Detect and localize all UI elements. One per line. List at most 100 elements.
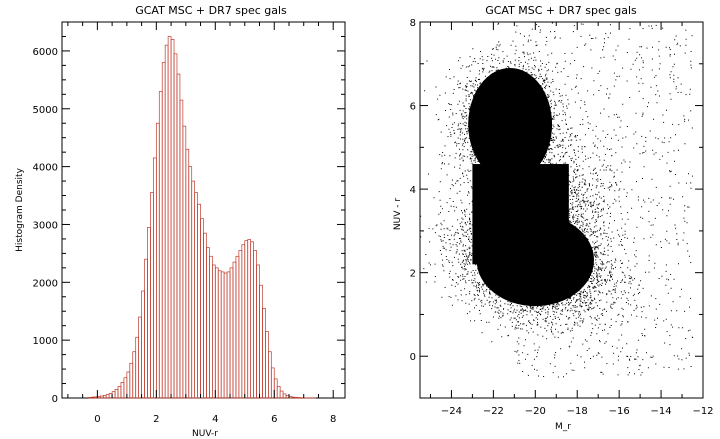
histogram-y-tick-label: 6000 bbox=[33, 47, 58, 58]
histogram-bar bbox=[262, 307, 266, 399]
histogram-bar bbox=[247, 239, 252, 399]
scatter-y-tick-label: 2 bbox=[410, 269, 416, 280]
scatter-y-tick-label: 6 bbox=[410, 102, 416, 113]
histogram-bar bbox=[161, 62, 166, 399]
histogram-bar bbox=[279, 390, 284, 399]
histogram-bar bbox=[241, 244, 246, 399]
histogram-y-ticks: 0 1000 2000 3000 4000 5000 6000 bbox=[33, 35, 345, 405]
histogram-bar bbox=[188, 166, 193, 399]
histogram-bar bbox=[155, 122, 160, 399]
histogram-bar bbox=[167, 36, 172, 399]
histogram-bar bbox=[214, 267, 219, 399]
histogram-bar bbox=[158, 91, 163, 399]
scatter-y-axis-label: NUV - r bbox=[393, 198, 403, 230]
scatter-plot-frame bbox=[419, 21, 704, 399]
histogram-bar bbox=[191, 180, 196, 399]
histogram-bar bbox=[129, 362, 134, 399]
histogram-bar bbox=[182, 125, 187, 399]
scatter-y-tick-label: 0 bbox=[410, 352, 416, 363]
histogram-bar bbox=[229, 267, 234, 399]
histogram-bar bbox=[147, 227, 151, 399]
histogram-bar bbox=[220, 271, 225, 399]
histogram-bar bbox=[259, 284, 263, 399]
scatter-green-valley-core bbox=[472, 164, 569, 265]
histogram-bar bbox=[217, 270, 222, 399]
scatter-points bbox=[420, 22, 694, 378]
histogram-bar bbox=[244, 240, 249, 399]
histogram-bar bbox=[141, 290, 145, 399]
histogram-bar bbox=[99, 395, 104, 399]
scatter-x-tick-label: −12 bbox=[692, 406, 713, 417]
histogram-bar bbox=[211, 264, 216, 399]
histogram-x-tick-label: 6 bbox=[271, 414, 277, 425]
histogram-x-tick-label: 8 bbox=[330, 414, 336, 425]
scatter-x-tick-label: −20 bbox=[525, 406, 546, 417]
histogram-y-tick-label: 5000 bbox=[33, 105, 58, 116]
histogram-bar bbox=[206, 247, 210, 399]
histogram-bar bbox=[232, 261, 237, 399]
scatter-title: GCAT MSC + DR7 spec gals bbox=[485, 4, 637, 17]
histogram-bar bbox=[209, 255, 213, 399]
scatter-sparse-points bbox=[420, 22, 694, 378]
histogram-bar bbox=[276, 386, 281, 399]
histogram-bar bbox=[153, 157, 157, 399]
scatter-x-tick-label: −14 bbox=[651, 406, 672, 417]
histogram-bar bbox=[164, 44, 169, 399]
histogram-bar bbox=[138, 316, 142, 399]
histogram-bars bbox=[88, 36, 316, 399]
scatter-x-tick-label: −22 bbox=[483, 406, 504, 417]
histogram-x-tick-label: 0 bbox=[94, 414, 100, 425]
histogram-bar bbox=[185, 148, 190, 399]
histogram-bar bbox=[173, 53, 178, 399]
histogram-x-tick-label: 2 bbox=[153, 414, 159, 425]
scatter-x-tick-label: −16 bbox=[609, 406, 630, 417]
histogram-bar bbox=[105, 394, 110, 399]
histogram-bar bbox=[268, 351, 272, 399]
histogram-bar bbox=[150, 192, 154, 399]
histogram-bar bbox=[120, 382, 125, 399]
histogram-bar bbox=[200, 218, 204, 399]
histogram-bar bbox=[282, 393, 287, 399]
scatter-x-axis-label: M_r bbox=[555, 422, 571, 432]
histogram-bar bbox=[223, 272, 228, 399]
histogram-y-tick-label: 4000 bbox=[33, 163, 58, 174]
histogram-y-tick-label: 3000 bbox=[33, 220, 58, 231]
scatter-y-tick-label: 4 bbox=[410, 185, 416, 196]
histogram-x-axis-label: NUV-r bbox=[192, 429, 218, 439]
histogram-bar bbox=[176, 73, 181, 399]
histogram-bar bbox=[250, 241, 254, 399]
histogram-panel: GCAT MSC + DR7 spec gals 0 2 4 6 8 0 1000 2000… bbox=[15, 4, 346, 439]
histogram-title: GCAT MSC + DR7 spec gals bbox=[135, 4, 287, 17]
histogram-bar bbox=[253, 250, 257, 399]
scatter-x-ticks: −24 −22 −20 −18 −16 −14 −12 bbox=[429, 22, 714, 417]
histogram-x-tick-label: 4 bbox=[212, 414, 218, 425]
histogram-bar bbox=[88, 397, 92, 399]
histogram-x-ticks: 0 2 4 6 8 bbox=[67, 22, 336, 425]
histogram-bar bbox=[144, 258, 148, 399]
scatter-y-ticks: 0 2 4 6 8 bbox=[410, 18, 703, 399]
histogram-bar bbox=[197, 203, 201, 399]
histogram-bar bbox=[114, 388, 119, 399]
histogram-bar bbox=[238, 250, 243, 399]
histogram-y-tick-label: 1000 bbox=[33, 336, 58, 347]
histogram-y-tick-label: 2000 bbox=[33, 278, 58, 289]
histogram-bar bbox=[170, 39, 175, 399]
histogram-bar bbox=[179, 99, 184, 399]
histogram-bar bbox=[226, 271, 231, 399]
histogram-y-axis-label: Histogram Density bbox=[15, 167, 25, 251]
scatter-panel: GCAT MSC + DR7 spec gals −24 −22 −20 −18 −16… bbox=[393, 4, 714, 432]
histogram-bar bbox=[194, 192, 198, 399]
histogram-bar bbox=[135, 336, 139, 399]
scatter-x-tick-label: −24 bbox=[441, 406, 462, 417]
histogram-bar bbox=[132, 351, 137, 399]
scatter-y-tick-label: 8 bbox=[410, 18, 416, 29]
scatter-x-tick-label: −18 bbox=[567, 406, 588, 417]
histogram-bar bbox=[203, 232, 207, 399]
histogram-y-tick-label: 0 bbox=[52, 394, 58, 405]
histogram-bar bbox=[256, 264, 260, 399]
histogram-bar bbox=[235, 255, 240, 399]
histogram-bar bbox=[294, 397, 299, 399]
histogram-bar bbox=[265, 331, 269, 399]
histogram-bar bbox=[117, 386, 122, 399]
